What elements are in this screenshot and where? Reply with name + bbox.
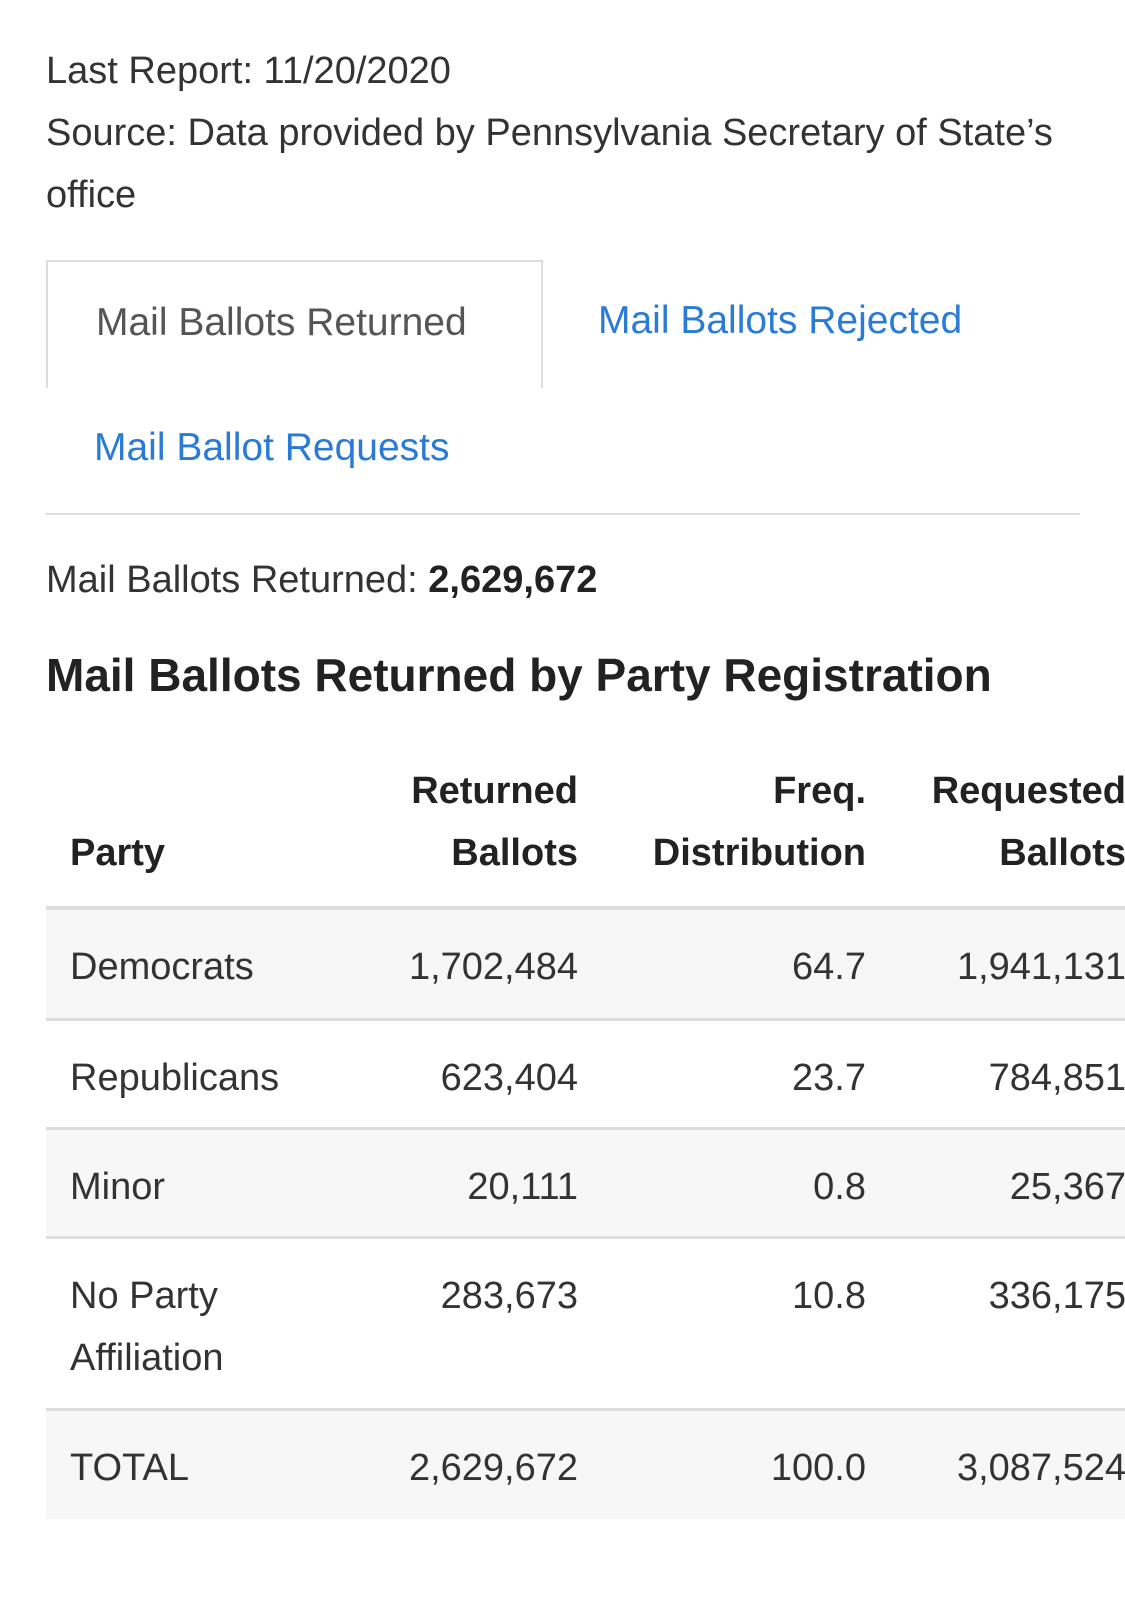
cell-party: No Party Affiliation — [70, 1275, 224, 1379]
tab-bar: Mail Ballots Returned Mail Ballots Rejec… — [46, 260, 1080, 515]
table-row: Republicans 623,404 23.7 784,851 — [46, 1021, 1125, 1130]
cell-party: Democrats — [70, 946, 254, 988]
tab-mail-ballots-rejected[interactable]: Mail Ballots Rejected — [598, 297, 962, 345]
tab-mail-ballots-returned[interactable]: Mail Ballots Returned — [46, 260, 543, 388]
cell-party: TOTAL — [70, 1447, 189, 1489]
cell-returned: 20,111 — [467, 1166, 578, 1208]
cell-requested: 784,851 — [988, 1057, 1125, 1099]
header-returned-ballots: Returned Ballots — [318, 760, 578, 884]
cell-returned: 2,629,672 — [408, 1447, 578, 1489]
tab-label: Mail Ballot Requests — [94, 426, 450, 469]
cell-party: Republicans — [70, 1057, 280, 1099]
header-returned-line1: Returned — [411, 770, 578, 812]
table-header: Party Returned Ballots Freq. Distributio… — [46, 760, 1125, 910]
cell-requested: 336,175 — [988, 1275, 1125, 1317]
cell-returned: 283,673 — [440, 1275, 578, 1317]
summary-label: Mail Ballots Returned: — [46, 559, 429, 601]
cell-freq: 23.7 — [792, 1057, 866, 1099]
returned-summary: Mail Ballots Returned: 2,629,672 — [46, 555, 597, 605]
table-row: No Party Affiliation 283,673 10.8 336,17… — [46, 1239, 1125, 1411]
cell-requested: 25,367 — [1009, 1166, 1125, 1208]
cell-freq: 100.0 — [770, 1447, 866, 1489]
cell-freq: 10.8 — [792, 1275, 866, 1317]
header-freq-distribution: Freq. Distribution — [606, 760, 866, 884]
cell-requested: 1,941,131 — [956, 946, 1125, 988]
data-source: Source: Data provided by Pennsylvania Se… — [46, 112, 1053, 216]
cell-freq: 64.7 — [792, 946, 866, 988]
header-freq-line2: Distribution — [652, 832, 866, 874]
party-registration-table: Party Returned Ballots Freq. Distributio… — [46, 760, 1125, 1519]
header-requested-line2: Ballots — [999, 832, 1125, 874]
cell-party: Minor — [70, 1166, 166, 1208]
header-requested-line1: Requested — [931, 770, 1125, 812]
header-returned-line2: Ballots — [451, 832, 578, 874]
tab-label: Mail Ballots Rejected — [598, 299, 963, 342]
tab-label: Mail Ballots Returned — [96, 301, 467, 344]
table-row: Minor 20,111 0.8 25,367 — [46, 1130, 1125, 1239]
cell-returned: 623,404 — [440, 1057, 578, 1099]
summary-value: 2,629,672 — [428, 559, 598, 601]
cell-freq: 0.8 — [813, 1166, 866, 1208]
table-row: Democrats 1,702,484 64.7 1,941,131 — [46, 910, 1125, 1021]
header-requested-ballots: Requested Ballots — [866, 760, 1125, 884]
tab-mail-ballot-requests[interactable]: Mail Ballot Requests — [94, 424, 450, 472]
report-meta: Last Report: 11/20/2020 Source: Data pro… — [46, 40, 1056, 226]
cell-requested: 3,087,524 — [956, 1447, 1125, 1489]
header-party: Party — [70, 832, 166, 874]
cell-returned: 1,702,484 — [408, 946, 578, 988]
header-freq-line1: Freq. — [773, 770, 866, 812]
table-row-total: TOTAL 2,629,672 100.0 3,087,524 — [46, 1411, 1125, 1519]
last-report-date: Last Report: 11/20/2020 — [46, 50, 451, 92]
section-title: Mail Ballots Returned by Party Registrat… — [46, 649, 992, 701]
